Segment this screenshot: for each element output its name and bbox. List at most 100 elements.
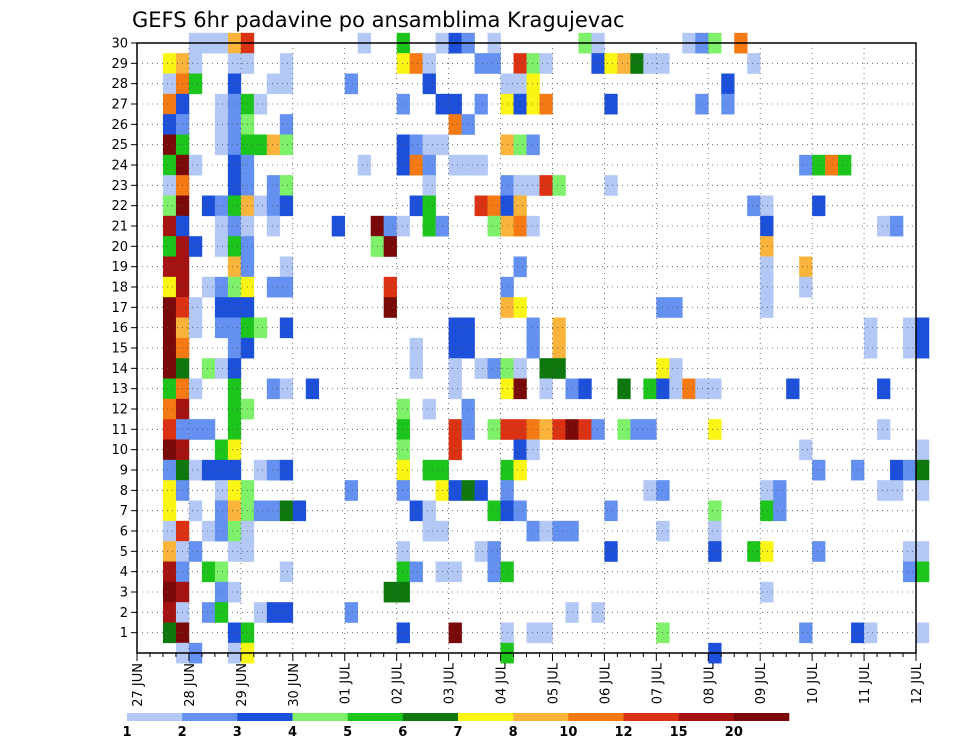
heatmap-cell <box>383 276 397 298</box>
heatmap-cell <box>422 195 436 217</box>
y-tick-label: 26 <box>111 118 128 133</box>
heatmap-cell <box>695 93 709 115</box>
y-tick-label: 5 <box>120 545 128 560</box>
heatmap-cell <box>552 358 566 379</box>
heatmap-cell <box>279 276 294 298</box>
heatmap-cell <box>253 459 268 481</box>
heatmap-cell <box>539 520 553 542</box>
heatmap-cell <box>422 215 436 237</box>
heatmap-cell <box>487 358 501 379</box>
y-tick-label: 6 <box>120 525 128 540</box>
heatmap-cell <box>916 541 930 562</box>
heatmap-cell <box>201 276 216 298</box>
heatmap-cell <box>409 134 423 156</box>
heatmap-cell <box>461 114 475 135</box>
heatmap-cell <box>916 480 930 501</box>
heatmap-cell <box>162 561 177 583</box>
heatmap-cell <box>396 134 410 156</box>
heatmap-cell <box>227 622 242 644</box>
heatmap-cell <box>812 459 826 481</box>
heatmap-cell <box>799 439 813 461</box>
heatmap-cell <box>214 480 229 501</box>
legend-swatch <box>292 713 348 721</box>
heatmap-cell <box>188 541 203 562</box>
heatmap-cell <box>227 378 242 400</box>
heatmap-cell <box>539 622 553 644</box>
legend-swatch <box>402 713 459 721</box>
heatmap-cell <box>916 337 930 359</box>
heatmap-cell <box>513 439 527 461</box>
heatmap-cell <box>747 541 761 562</box>
heatmap-cell <box>513 73 527 95</box>
heatmap-cell <box>162 53 177 74</box>
heatmap-cell <box>903 459 917 481</box>
y-tick-label: 10 <box>111 443 128 458</box>
y-axis: 1234567891011121314151617181920212223242… <box>111 37 137 641</box>
heatmap-cell <box>526 520 540 542</box>
heatmap-cell <box>513 358 527 379</box>
heatmap-cell <box>214 195 229 217</box>
heatmap-cell <box>539 175 553 196</box>
y-tick-label: 23 <box>111 179 128 194</box>
heatmap-cell <box>604 93 618 115</box>
heatmap-cell <box>227 398 242 420</box>
heatmap-cell <box>162 358 177 379</box>
legend-label: 10 <box>559 725 577 740</box>
heatmap-cell <box>279 317 294 339</box>
heatmap-cell <box>201 520 216 542</box>
heatmap-cell <box>552 175 566 196</box>
y-tick-label: 12 <box>111 403 128 418</box>
heatmap-cell <box>591 53 605 74</box>
heatmap-cell <box>253 93 268 115</box>
heatmap-cell <box>916 561 930 583</box>
heatmap-cell <box>266 378 281 400</box>
heatmap-cell <box>266 195 281 217</box>
heatmap-cell <box>227 317 242 339</box>
heatmap-cell <box>214 459 229 481</box>
heatmap-cell <box>227 236 242 257</box>
legend-label: 2 <box>178 725 187 740</box>
heatmap-cell <box>617 53 631 74</box>
legend-swatch <box>513 713 569 721</box>
heatmap-cell <box>279 53 294 74</box>
legend-label: 5 <box>343 725 352 740</box>
heatmap-cell <box>760 581 774 603</box>
heatmap-cell <box>162 419 177 440</box>
heatmap-cell <box>513 378 527 400</box>
heatmap-cell <box>396 480 410 501</box>
heatmap-cell <box>396 93 410 115</box>
y-tick-label: 9 <box>120 464 128 479</box>
heatmap-cell <box>409 337 423 359</box>
y-tick-label: 4 <box>120 565 128 580</box>
heatmap-cell <box>474 53 488 74</box>
heatmap-cell <box>383 297 397 318</box>
heatmap-cell <box>162 500 177 522</box>
y-tick-label: 27 <box>111 98 128 113</box>
y-tick-label: 24 <box>111 159 128 174</box>
heatmap-cell <box>760 256 774 278</box>
heatmap-cell <box>708 541 722 562</box>
heatmap-cell <box>227 114 242 135</box>
heatmap-cell <box>409 195 423 217</box>
heatmap-cell <box>760 215 774 237</box>
heatmap-cell <box>916 459 930 481</box>
y-tick-label: 22 <box>111 199 128 214</box>
heatmap-cell <box>227 256 242 278</box>
heatmap-cell <box>214 297 229 318</box>
y-tick-label: 17 <box>111 301 128 316</box>
heatmap-cell <box>214 236 229 257</box>
legend-swatch <box>568 713 624 721</box>
heatmap-cell <box>513 297 527 318</box>
heatmap-cell <box>162 93 177 115</box>
heatmap-cell <box>708 419 722 440</box>
heatmap-cell <box>162 134 177 156</box>
heatmap-cell <box>214 500 229 522</box>
y-tick-label: 18 <box>111 281 128 296</box>
heatmap-cell <box>188 459 203 481</box>
heatmap-cell <box>877 419 891 440</box>
heatmap-cell <box>604 500 618 522</box>
heatmap-cell <box>552 419 566 440</box>
heatmap-cell <box>448 337 462 359</box>
heatmap-cell <box>604 541 618 562</box>
heatmap-cell <box>279 114 294 135</box>
